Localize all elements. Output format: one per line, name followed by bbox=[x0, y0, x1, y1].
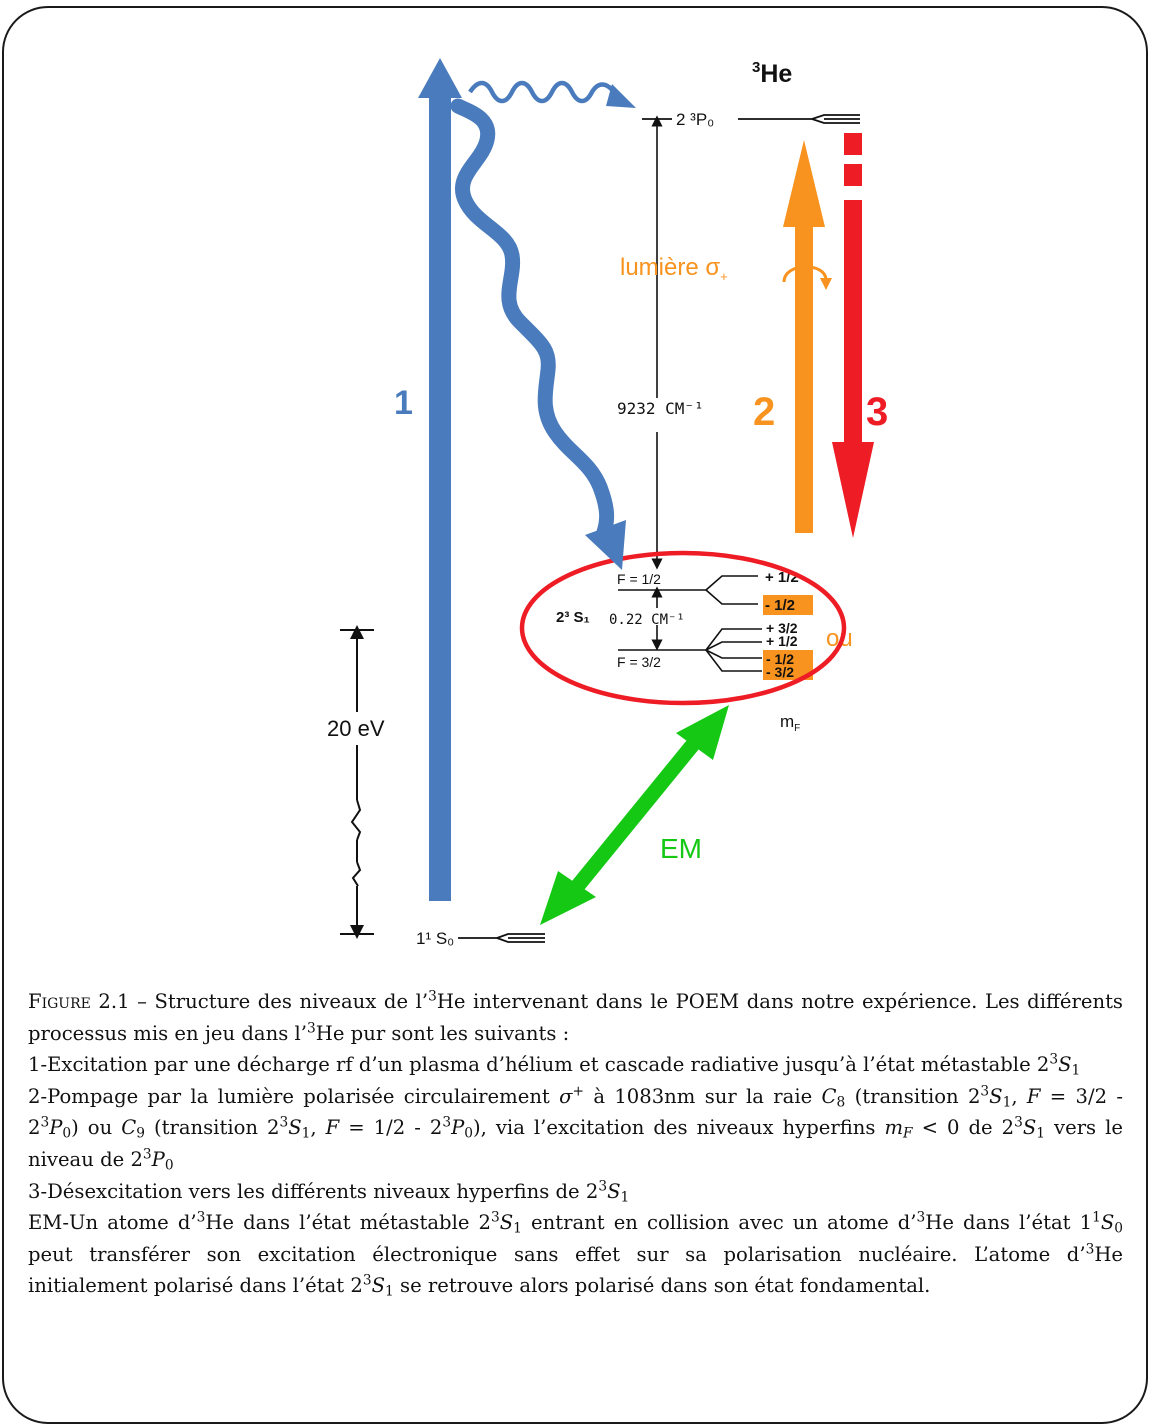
em-exchange-arrow bbox=[540, 705, 729, 925]
caption-item-2: 2-Pompage par la lumière polarisée circu… bbox=[28, 1083, 1123, 1174]
process-1-excitation-arrow bbox=[418, 58, 462, 901]
highlight-mf-minus-half-f-half bbox=[763, 595, 813, 615]
energy-scale bbox=[340, 625, 374, 939]
circular-polarization-arrow bbox=[782, 265, 828, 283]
ground-level-label: 1¹ S₀ bbox=[416, 929, 454, 948]
process-2-pumping-arrow bbox=[783, 140, 825, 533]
isotope-label: 3He bbox=[752, 59, 792, 88]
metastable-ellipse bbox=[519, 550, 847, 706]
process-2-label: 2 bbox=[753, 390, 775, 434]
f-half-label: F = 1/2 bbox=[617, 571, 661, 587]
sublevel-f-half-minus: - 1/2 bbox=[765, 597, 795, 614]
light-label: lumière σ+ bbox=[620, 254, 728, 284]
hyperfine-gap-label: 0.22 CM⁻¹ bbox=[609, 612, 685, 628]
process-3-label: 3 bbox=[866, 390, 888, 434]
process-1-label: 1 bbox=[394, 384, 413, 422]
sublevel-plus-three-halves: + 3/2 bbox=[766, 620, 798, 636]
excited-gap-label: 9232 CM⁻¹ bbox=[617, 399, 704, 418]
metastable-level-label: 2³ S₁ bbox=[556, 609, 590, 626]
cascade-wavy-arrow-large bbox=[450, 98, 615, 540]
caption-item-em: EM-Un atome d’3He dans l’état métastable… bbox=[28, 1209, 1123, 1300]
energy-level-diagram: 20 eV 1¹ S₀ 2 ³P₀ 9232 CM⁻¹ F = 1/2 F = … bbox=[327, 58, 888, 948]
caption-item-3: 3-Désexcitation vers les différents nive… bbox=[28, 1178, 630, 1205]
figure-caption: Figure 2.1 – Structure des niveaux de l’… bbox=[28, 986, 1123, 1302]
em-label: EM bbox=[660, 833, 702, 864]
cascade-wavy-arrow-small bbox=[468, 80, 616, 104]
sublevel-minus-half: - 1/2 bbox=[766, 651, 794, 667]
sublevel-minus-three-halves: - 3/2 bbox=[766, 664, 794, 680]
f-three-halves-label: F = 3/2 bbox=[617, 654, 661, 670]
cascade-small-arrowhead bbox=[606, 84, 636, 108]
cascade-large-arrowhead bbox=[585, 520, 626, 570]
mf-label: mF bbox=[780, 712, 800, 734]
energy-scale-label: 20 eV bbox=[327, 716, 385, 741]
figure-number: Figure 2.1 bbox=[28, 990, 130, 1013]
process-3-deexcitation-arrow bbox=[832, 133, 874, 538]
excited-level-label: 2 ³P₀ bbox=[676, 110, 714, 129]
caption-item-1: 1-Excitation par une décharge rf d’un pl… bbox=[28, 1051, 1081, 1079]
caption-intro: Figure 2.1 – Structure des niveaux de l’… bbox=[28, 988, 1123, 1045]
circular-polarization-arrowhead bbox=[820, 278, 832, 290]
ground-level-line bbox=[458, 933, 545, 943]
hyperfine-structure bbox=[618, 575, 762, 672]
excited-level-line bbox=[642, 114, 860, 124]
sublevel-plus-half: + 1/2 bbox=[766, 633, 798, 649]
